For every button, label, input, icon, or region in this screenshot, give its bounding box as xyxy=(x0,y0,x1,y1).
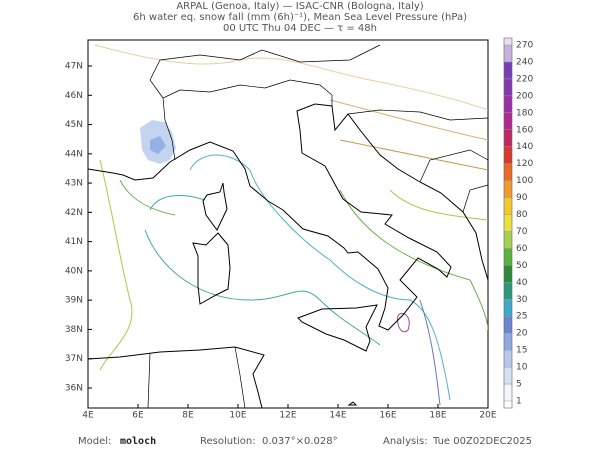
coastline xyxy=(297,304,378,352)
colorbar-label: 10 xyxy=(516,363,528,373)
header-line: 6h water eq. snow fall (mm (6h)⁻¹), Mean… xyxy=(133,12,467,23)
lon-tick-label: 12E xyxy=(279,411,296,421)
colorbar-label: 1 xyxy=(516,397,522,407)
coastline xyxy=(192,232,231,305)
isobar xyxy=(329,99,488,141)
colorbar-segment xyxy=(504,231,512,249)
map-ticks: 4E 6E 8E 10E 12E 14E 16E 18E 20E 36N 37N 38N 39N 40N 4… xyxy=(65,62,497,421)
isobar xyxy=(99,159,488,371)
lon-tick-label: 14E xyxy=(329,411,346,421)
colorbar-segment xyxy=(504,384,512,401)
lon-tick-label: 4E xyxy=(82,411,94,421)
colorbar-label: 160 xyxy=(516,125,533,135)
header-line: 00 UTC Thu 04 DEC — τ = 48h xyxy=(223,23,377,34)
border xyxy=(147,346,246,408)
colorbar-label: 40 xyxy=(516,278,528,288)
colorbar-segment xyxy=(504,129,512,147)
isobar xyxy=(144,195,381,346)
map-content xyxy=(88,44,488,408)
lat-tick-label: 39N xyxy=(65,296,83,306)
colorbar-label: 15 xyxy=(516,346,527,356)
colorbar-segment xyxy=(504,333,512,351)
lat-tick-label: 38N xyxy=(65,325,83,335)
coastline xyxy=(88,103,488,331)
footer-value: Tue 00Z02DEC2025 xyxy=(432,436,532,447)
lon-tick-label: 10E xyxy=(229,411,246,421)
isobar xyxy=(339,139,488,171)
colorbar-label: 90 xyxy=(516,193,528,203)
colorbar-segment xyxy=(504,78,512,96)
colorbar-frame xyxy=(503,37,513,409)
footer-label: Model: xyxy=(78,436,111,447)
lon-tick-label: 20E xyxy=(479,411,496,421)
colorbar-segment xyxy=(504,112,512,130)
footer-value: 0.037°×0.028° xyxy=(262,436,338,447)
isobar xyxy=(119,179,488,331)
colorbar-segment xyxy=(504,38,512,45)
colorbar-label: 100 xyxy=(516,176,533,186)
border xyxy=(149,44,381,99)
lat-tick-label: 40N xyxy=(65,266,83,276)
colorbar-label: 30 xyxy=(516,295,528,305)
border xyxy=(347,109,488,213)
colorbar-label: 70 xyxy=(516,227,528,237)
colorbar: 1510152025304050607080901001201401601802… xyxy=(503,37,533,409)
header-line: ARPAL (Genoa, Italy) — ISAC-CNR (Bologna… xyxy=(176,1,423,12)
isobar xyxy=(94,44,488,111)
map: 4E 6E 8E 10E 12E 14E 16E 18E 20E 36N 37N 38N 39N 40N 4… xyxy=(65,39,497,421)
footer-label: Resolution: xyxy=(200,436,256,447)
border xyxy=(162,79,333,161)
colorbar-segment xyxy=(504,299,512,317)
lat-tick-label: 44N xyxy=(65,149,83,159)
colorbar-label: 5 xyxy=(516,380,522,390)
colorbar-segment xyxy=(504,197,512,215)
lat-tick-label: 47N xyxy=(65,62,83,72)
coastline xyxy=(202,182,228,231)
lat-tick-label: 37N xyxy=(65,354,83,364)
colorbar-segment xyxy=(504,316,512,334)
lat-tick-label: 42N xyxy=(65,208,83,218)
colorbar-segment xyxy=(504,180,512,198)
lat-tick-label: 36N xyxy=(65,383,83,393)
colorbar-label: 140 xyxy=(516,142,533,152)
colorbar-label: 60 xyxy=(516,244,528,254)
colorbar-segment xyxy=(504,146,512,164)
colorbar-label: 25 xyxy=(516,312,527,322)
colorbar-label: 200 xyxy=(516,91,533,101)
colorbar-label: 220 xyxy=(516,74,533,84)
colorbar-segment xyxy=(504,163,512,181)
footer-value: moloch xyxy=(120,436,156,447)
isobar xyxy=(189,154,451,401)
lon-tick-label: 8E xyxy=(182,411,194,421)
lat-tick-label: 46N xyxy=(65,91,83,101)
colorbar-segment xyxy=(504,367,512,385)
colorbar-segment xyxy=(504,61,512,79)
lat-tick-label: 45N xyxy=(65,120,83,130)
colorbar-segment xyxy=(504,350,512,368)
colorbar-label: 20 xyxy=(516,329,528,339)
colorbar-label: 50 xyxy=(516,261,528,271)
lat-tick-label: 43N xyxy=(65,179,83,189)
snowfall-area xyxy=(150,136,166,154)
colorbar-label: 240 xyxy=(516,57,533,67)
colorbar-label: 270 xyxy=(516,41,533,51)
lat-tick-label: 41N xyxy=(65,237,83,247)
colorbar-label: 120 xyxy=(516,159,533,169)
colorbar-segment xyxy=(504,265,512,283)
colorbar-label: 80 xyxy=(516,210,528,220)
colorbar-label: 180 xyxy=(516,108,533,118)
colorbar-segment xyxy=(504,45,512,62)
colorbar-segment xyxy=(504,282,512,300)
isobar xyxy=(419,299,441,406)
colorbar-segment xyxy=(504,248,512,266)
lon-tick-label: 18E xyxy=(429,411,446,421)
colorbar-segment xyxy=(504,214,512,232)
lon-tick-label: 6E xyxy=(132,411,144,421)
footer-label: Analysis: xyxy=(383,436,428,447)
coastline xyxy=(347,401,358,406)
colorbar-segment xyxy=(504,95,512,113)
lon-tick-label: 16E xyxy=(379,411,396,421)
